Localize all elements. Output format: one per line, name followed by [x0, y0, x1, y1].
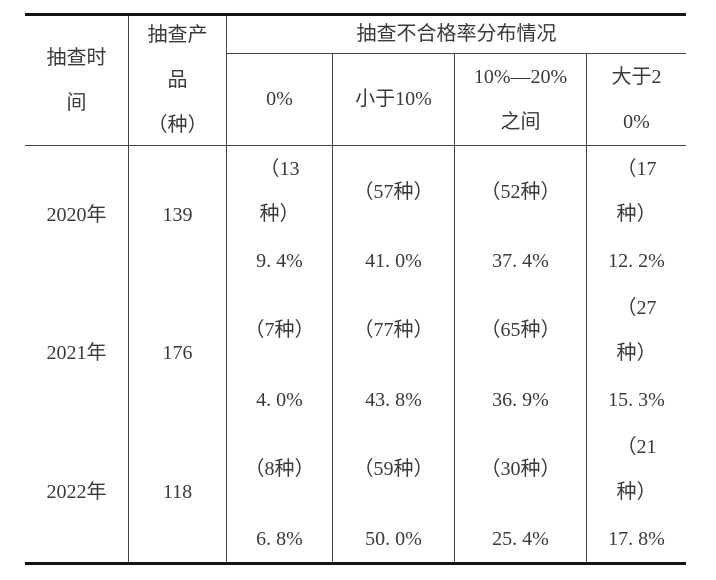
header-rate-0pct: 0%	[227, 54, 333, 146]
header-rate-over20pct: 大于2 0%	[587, 54, 686, 146]
kinds-text: （21 种）	[616, 435, 657, 503]
rate-cell-2022-under10: （59种） 50. 0%	[333, 423, 455, 562]
kinds-text: （57种）	[353, 180, 434, 203]
percent-text: 4. 0%	[256, 388, 303, 411]
percent-text: 25. 4%	[492, 527, 549, 550]
inspection-table: 抽查时 间 抽查产 品 （种） 抽查不合格率分布情况 0% 小于10% 10%—…	[25, 13, 686, 565]
rate-cell-2021-0pct: （7种） 4. 0%	[227, 284, 333, 423]
rate-cell-2020-0pct: （13 种） 9. 4%	[227, 146, 333, 284]
rate-cell-2020-under10: （57种） 41. 0%	[333, 146, 455, 284]
rate-cell-2022-10to20: （30种） 25. 4%	[455, 423, 587, 562]
year-cell-2020: 2020年	[25, 146, 129, 284]
percent-text: 15. 3%	[608, 388, 665, 411]
rate-cell-2021-over20: （27 种） 15. 3%	[587, 284, 686, 423]
kinds-text: （13 种）	[259, 158, 300, 225]
rate-cell-2021-under10: （77种） 43. 8%	[333, 284, 455, 423]
kinds-text: （59种）	[353, 458, 434, 480]
percent-text: 9. 4%	[256, 249, 303, 272]
header-product-count: 抽查产 品 （种）	[129, 16, 227, 146]
header-inspection-time: 抽查时 间	[25, 16, 129, 146]
kinds-text: （17 种）	[616, 158, 657, 225]
header-rate-10to20pct: 10%—20% 之间	[455, 54, 587, 146]
percent-text: 12. 2%	[608, 249, 665, 272]
rate-cell-2020-over20: （17 种） 12. 2%	[587, 146, 686, 284]
percent-text: 50. 0%	[365, 527, 422, 550]
rate-cell-2021-10to20: （65种） 36. 9%	[455, 284, 587, 423]
percent-text: 17. 8%	[608, 527, 665, 550]
kinds-text: （52种）	[480, 180, 561, 203]
count-cell-2020: 139	[129, 146, 227, 284]
percent-text: 6. 8%	[256, 527, 303, 550]
count-cell-2021: 176	[129, 284, 227, 423]
count-cell-2022: 118	[129, 423, 227, 562]
rate-cell-2022-0pct: （8种） 6. 8%	[227, 423, 333, 562]
kinds-text: （77种）	[353, 319, 434, 341]
percent-text: 43. 8%	[365, 388, 422, 411]
kinds-text: （8种）	[244, 458, 315, 480]
rate-cell-2020-10to20: （52种） 37. 4%	[455, 146, 587, 284]
header-distribution: 抽查不合格率分布情况	[227, 16, 686, 54]
header-rate-under10pct: 小于10%	[333, 54, 455, 146]
rate-cell-2022-over20: （21 种） 17. 8%	[587, 423, 686, 562]
kinds-text: （27 种）	[616, 296, 657, 364]
kinds-text: （65种）	[480, 319, 561, 341]
percent-text: 36. 9%	[492, 388, 549, 411]
percent-text: 41. 0%	[365, 249, 422, 272]
year-cell-2021: 2021年	[25, 284, 129, 423]
percent-text: 37. 4%	[492, 249, 549, 272]
kinds-text: （30种）	[480, 458, 561, 480]
year-cell-2022: 2022年	[25, 423, 129, 562]
kinds-text: （7种）	[244, 319, 315, 341]
